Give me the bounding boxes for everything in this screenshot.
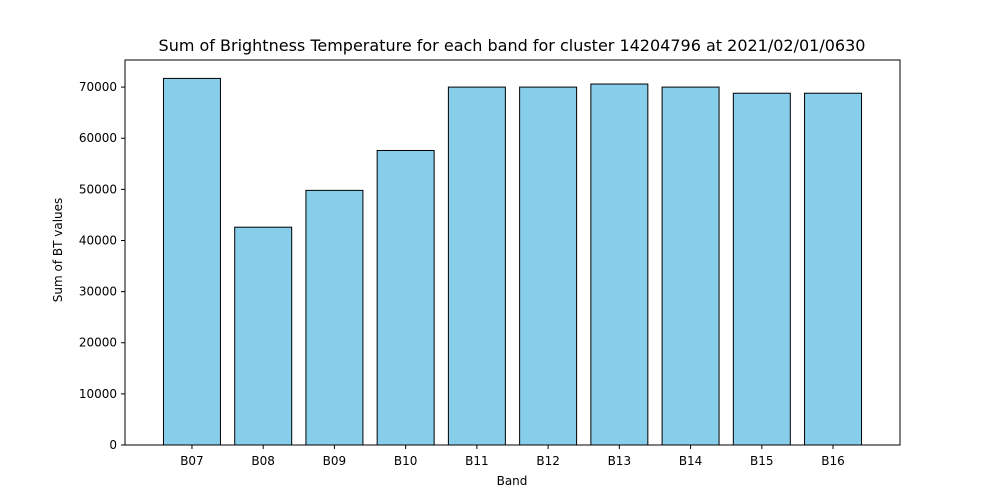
bar-b13	[590, 83, 649, 446]
x-tick-label: B09	[323, 454, 347, 468]
x-axis: B07 B08 B09 B10 B11 B12 B13 B14 B15 B16	[180, 445, 845, 468]
y-tick-label: 50000	[79, 182, 117, 196]
bar-b11	[447, 86, 506, 446]
y-tick-label: 70000	[79, 80, 117, 94]
y-tick-label: 60000	[79, 131, 117, 145]
plot-frame	[124, 59, 901, 446]
bar-b12	[519, 86, 578, 446]
y-tick-label: 10000	[79, 387, 117, 401]
x-tick-label: B14	[679, 454, 703, 468]
bar-b08	[234, 226, 293, 446]
chart-title: Sum of Brightness Temperature for each b…	[159, 36, 866, 55]
x-tick-label: B15	[750, 454, 774, 468]
x-tick-label: B16	[821, 454, 845, 468]
x-tick-label: B11	[465, 454, 489, 468]
x-tick-label: B13	[608, 454, 632, 468]
y-axis: 0 10000 20000 30000 40000 50000 60000 70000	[79, 80, 125, 452]
y-tick-label: 40000	[79, 233, 117, 247]
bar-b15	[732, 92, 791, 446]
x-tick-label: B08	[251, 454, 275, 468]
y-tick-label: 20000	[79, 336, 117, 350]
x-tick-label: B12	[536, 454, 560, 468]
y-tick-label: 30000	[79, 285, 117, 299]
y-tick-label: 0	[109, 438, 117, 452]
bar-b16	[804, 92, 863, 446]
bar-b14	[661, 86, 720, 446]
bar-b10	[376, 149, 435, 446]
bar-b09	[305, 189, 364, 446]
bars-group	[162, 77, 863, 446]
x-tick-label: B10	[394, 454, 418, 468]
bar-b07	[162, 77, 221, 446]
y-axis-label: Sum of BT values	[51, 198, 65, 303]
x-tick-label: B07	[180, 454, 204, 468]
x-axis-label: Band	[497, 474, 528, 488]
